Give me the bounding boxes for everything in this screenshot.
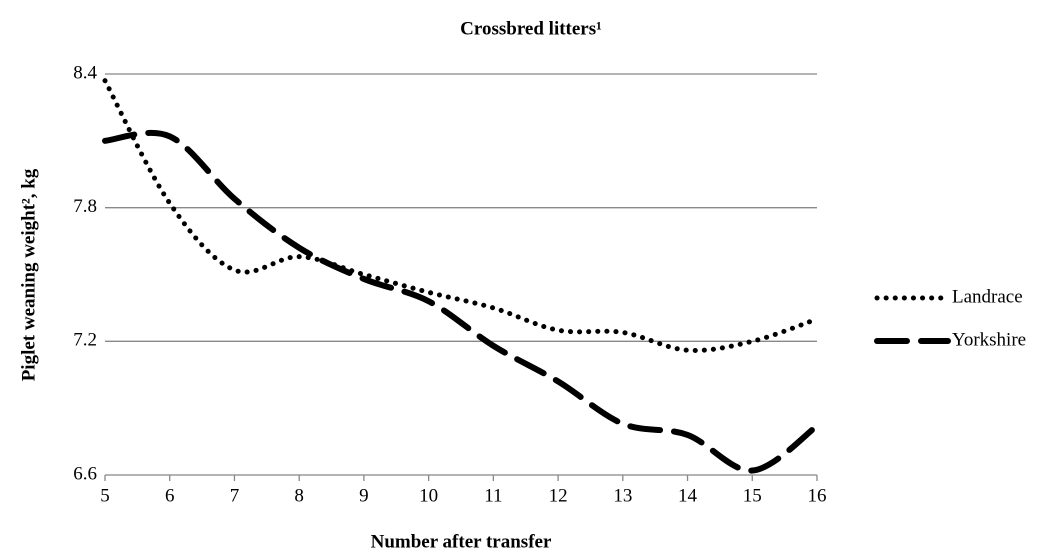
x-tick-label: 15 xyxy=(743,485,762,506)
y-tick-label: 7.8 xyxy=(73,196,97,217)
x-tick-label: 7 xyxy=(230,485,240,506)
y-tick-label: 6.6 xyxy=(73,463,97,484)
legend-label: Yorkshire xyxy=(952,329,1026,350)
x-tick-label: 6 xyxy=(165,485,175,506)
line xyxy=(102,78,820,354)
legend-label: Landrace xyxy=(952,286,1023,307)
chart-title: Crossbred litters¹ xyxy=(460,18,602,39)
line xyxy=(102,129,820,474)
x-tick-label: 10 xyxy=(419,485,438,506)
y-tick-label: 8.4 xyxy=(73,62,97,83)
y-tick-label: 7.2 xyxy=(73,330,97,351)
x-tick-label: 14 xyxy=(678,485,698,506)
x-tick-label: 13 xyxy=(613,485,632,506)
x-axis-label: Number after transfer xyxy=(371,531,552,552)
x-tick-label: 5 xyxy=(100,485,110,506)
x-tick-label: 9 xyxy=(359,485,369,506)
x-tick-label: 12 xyxy=(549,485,568,506)
y-axis-label: Piglet weaning weight², kg xyxy=(18,168,39,381)
x-tick-label: 11 xyxy=(484,485,502,506)
x-tick-label: 8 xyxy=(294,485,304,506)
x-tick-label: 16 xyxy=(808,485,827,506)
